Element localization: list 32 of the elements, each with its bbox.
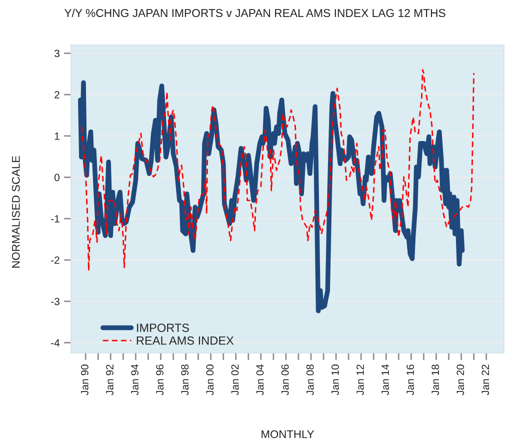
- x-tick-label: Jan 06: [281, 364, 289, 396]
- x-tick-label: Jan 96: [156, 364, 164, 396]
- x-tick-label: Jan 00: [206, 364, 214, 396]
- x-tick-label: Jan 16: [406, 364, 414, 396]
- x-tick-label: Jan 20: [456, 364, 464, 396]
- x-tick-label: Jan 98: [181, 364, 189, 396]
- x-tick-label: Jan 90: [81, 364, 88, 396]
- y-tick-label: -4: [51, 339, 60, 346]
- x-tick-label: Jan 12: [356, 364, 364, 396]
- chart-title: Y/Y %CHNG JAPAN IMPORTS v JAPAN REAL AMS INDEX LAG 12 MTHS: [64, 8, 446, 18]
- y-tick-label: -2: [51, 256, 60, 264]
- y-tick-label: -1: [51, 215, 60, 222]
- legend-label: REAL AMS INDEX: [136, 336, 234, 345]
- line-series: [80, 69, 474, 272]
- x-tick-label: Jan 08: [306, 364, 314, 396]
- x-tick-label: Jan 22: [482, 364, 490, 396]
- x-tick-label: Jan 02: [231, 364, 239, 396]
- y-tick-label: -3: [51, 298, 60, 306]
- y-tick-label: 0: [54, 174, 60, 182]
- x-tick-label: Jan 10: [331, 364, 339, 396]
- x-tick-label: Jan 18: [432, 364, 440, 396]
- x-tick-label: Jan 92: [106, 364, 114, 396]
- x-tick-label: Jan 94: [131, 364, 138, 396]
- x-axis-title: MONTHLY: [262, 430, 314, 438]
- y-tick-label: 2: [54, 91, 60, 98]
- x-tick-label: Jan 04: [256, 364, 264, 396]
- y-tick-label: 1: [54, 132, 60, 140]
- y-axis-title: NORMALISED SCALE: [12, 156, 20, 268]
- x-tick-label: Jan 14: [382, 364, 389, 396]
- legend-label: IMPORTS: [137, 324, 189, 332]
- y-tick-label: 3: [54, 50, 60, 58]
- line-series: [78, 80, 465, 314]
